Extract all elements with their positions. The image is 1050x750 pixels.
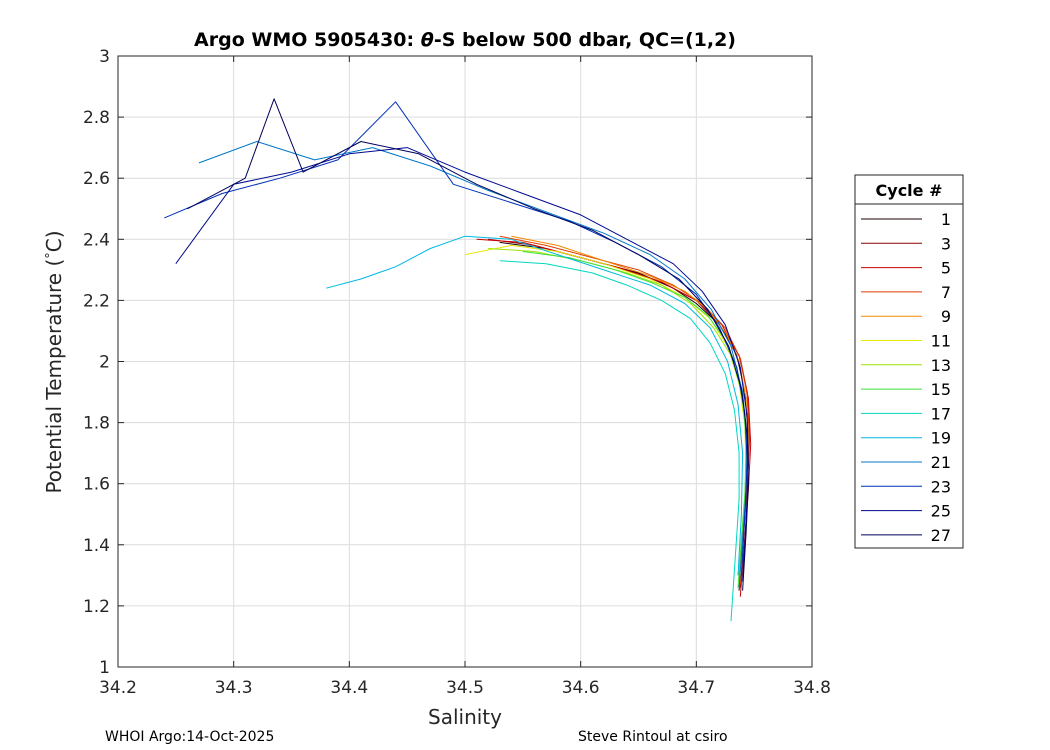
y-tick-label: 2 bbox=[99, 353, 110, 373]
legend-label-5: 5 bbox=[941, 259, 951, 278]
y-ticks: 1 1.2 1.4 1.6 1.8 2 2.2 2.4 2.6 2.8 3 bbox=[83, 47, 812, 678]
y-tick-label: 1.2 bbox=[83, 597, 110, 617]
footer-right: Steve Rintoul at csiro bbox=[578, 729, 728, 745]
y-tick-label: 1 bbox=[99, 658, 110, 678]
legend-title: Cycle # bbox=[876, 181, 943, 200]
series-cycle-11 bbox=[464, 244, 747, 576]
footer-left: WHOI Argo:14-Oct-2025 bbox=[105, 729, 274, 745]
legend-label-15: 15 bbox=[931, 380, 951, 399]
x-tick-label: 34.7 bbox=[677, 678, 715, 698]
series-cycle-1 bbox=[499, 241, 749, 591]
x-tick-label: 34.6 bbox=[562, 678, 600, 698]
series-cycle-5 bbox=[476, 238, 752, 597]
y-tick-label: 2.2 bbox=[83, 291, 110, 311]
y-tick-label: 1.6 bbox=[83, 475, 110, 495]
x-tick-label: 34.2 bbox=[99, 678, 137, 698]
legend-label-3: 3 bbox=[941, 234, 951, 253]
legend-label-27: 27 bbox=[931, 526, 951, 545]
legend-label-7: 7 bbox=[941, 283, 951, 302]
y-tick-label: 2.4 bbox=[83, 230, 110, 250]
legend-label-9: 9 bbox=[941, 307, 951, 326]
legend-label-25: 25 bbox=[931, 502, 951, 521]
x-tick-label: 34.3 bbox=[215, 678, 253, 698]
legend-label-21: 21 bbox=[931, 453, 951, 472]
series-cycle-25 bbox=[175, 147, 749, 582]
legend-label-1: 1 bbox=[941, 210, 951, 229]
series-cycle-3 bbox=[488, 238, 750, 588]
x-ticks: 34.2 34.3 34.4 34.5 34.6 34.7 34.8 bbox=[99, 56, 831, 698]
series-cycle-27 bbox=[187, 98, 749, 591]
legend-label-23: 23 bbox=[931, 477, 951, 496]
x-tick-label: 34.5 bbox=[446, 678, 484, 698]
series-cycle-21 bbox=[198, 141, 748, 588]
y-tick-label: 2.8 bbox=[83, 108, 110, 128]
legend-label-19: 19 bbox=[931, 429, 951, 448]
chart-title: Argo WMO 5905430: θ-S below 500 dbar, QC… bbox=[194, 29, 736, 51]
series-cycle-17 bbox=[499, 260, 740, 622]
plot-lines bbox=[164, 98, 752, 622]
x-tick-label: 34.4 bbox=[330, 678, 368, 698]
series-cycle-19 bbox=[326, 235, 744, 576]
y-axis-label: Potential Temperature (°C) bbox=[42, 230, 66, 493]
legend-label-13: 13 bbox=[931, 356, 951, 375]
x-tick-label: 34.8 bbox=[793, 678, 831, 698]
series-cycle-7 bbox=[499, 235, 750, 585]
x-axis-label: Salinity bbox=[428, 705, 502, 729]
y-tick-label: 3 bbox=[99, 47, 110, 67]
series-cycle-9 bbox=[511, 235, 749, 582]
y-tick-label: 1.4 bbox=[83, 536, 110, 556]
grid bbox=[117, 55, 813, 668]
y-tick-label: 2.6 bbox=[83, 169, 110, 189]
legend-label-17: 17 bbox=[931, 404, 951, 423]
legend-label-11: 11 bbox=[931, 332, 951, 351]
y-tick-label: 1.8 bbox=[83, 414, 110, 434]
series-cycle-15 bbox=[522, 251, 747, 588]
